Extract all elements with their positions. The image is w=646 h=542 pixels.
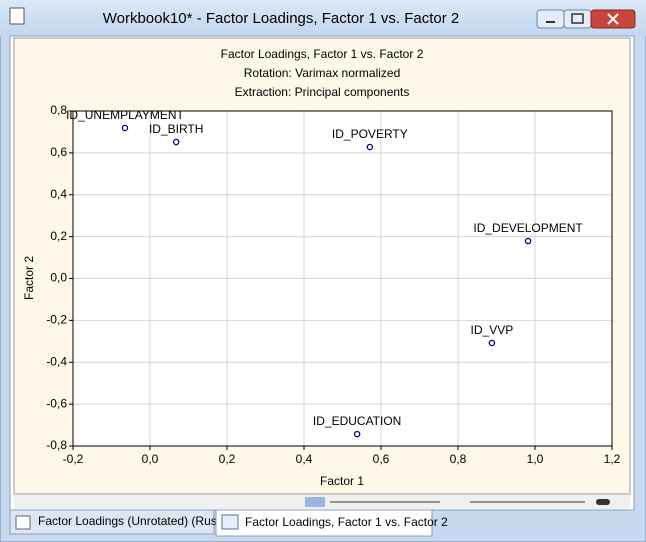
x-tick-label: 1,2 <box>604 452 621 466</box>
y-tick-label: 0,6 <box>50 145 67 159</box>
y-tick-label: 0,8 <box>50 103 67 117</box>
point <box>488 339 496 347</box>
x-tick-label: 0,0 <box>142 452 159 466</box>
point <box>121 124 129 132</box>
x-tick-label: 0,4 <box>296 452 313 466</box>
point-label: ID_POVERTY <box>332 127 408 141</box>
point <box>353 430 361 438</box>
x-tick-label: 0,2 <box>219 452 236 466</box>
point-label: ID_UNEMPLAYMENT <box>66 108 184 122</box>
x-tick-label: 0,8 <box>450 452 467 466</box>
tab-label[interactable]: Factor Loadings (Unrotated) (Russia) <box>38 514 236 528</box>
chart-subtitle: Rotation: Varimax normalized <box>244 66 401 80</box>
point-label: ID_DEVELOPMENT <box>473 221 583 235</box>
x-tick-label: 1,0 <box>527 452 544 466</box>
point <box>366 143 374 151</box>
tab-icon <box>15 515 31 530</box>
point-label: ID_BIRTH <box>149 122 203 136</box>
y-tick-label: -0,4 <box>46 354 67 368</box>
close-icon <box>607 13 619 25</box>
y-tick-label: -0,2 <box>46 313 67 327</box>
zoom-button[interactable] <box>305 497 325 507</box>
y-tick-label: -0,8 <box>46 438 67 452</box>
maximize-icon <box>571 13 584 24</box>
x-tick-label: 0,6 <box>373 452 390 466</box>
tab-label[interactable]: Factor Loadings, Factor 1 vs. Factor 2 <box>245 515 448 529</box>
point <box>172 138 180 146</box>
slider-thumb[interactable] <box>596 499 610 505</box>
x-axis-label: Factor 1 <box>320 474 364 488</box>
tab-icon <box>221 514 239 530</box>
y-tick-label: 0,2 <box>50 229 67 243</box>
window-title: Workbook10* - Factor Loadings, Factor 1 … <box>103 10 460 27</box>
app-icon <box>9 7 25 25</box>
tab-active[interactable] <box>215 509 433 537</box>
chart-subtitle: Extraction: Principal components <box>235 85 410 99</box>
minimize-button[interactable] <box>536 9 565 29</box>
point-label: ID_EDUCATION <box>313 414 401 428</box>
y-tick-label: -0,6 <box>46 396 67 410</box>
y-tick-label: 0,0 <box>50 271 67 285</box>
y-axis-label: Factor 2 <box>22 256 36 300</box>
point <box>524 237 532 245</box>
tab[interactable] <box>9 509 215 535</box>
plot-border <box>72 110 613 447</box>
point-label: ID_VVP <box>471 323 514 337</box>
maximize-button[interactable] <box>563 9 592 29</box>
chart-title: Factor Loadings, Factor 1 vs. Factor 2 <box>221 47 424 61</box>
y-tick-label: 0,4 <box>50 187 67 201</box>
x-tick-label: -0,2 <box>63 452 84 466</box>
